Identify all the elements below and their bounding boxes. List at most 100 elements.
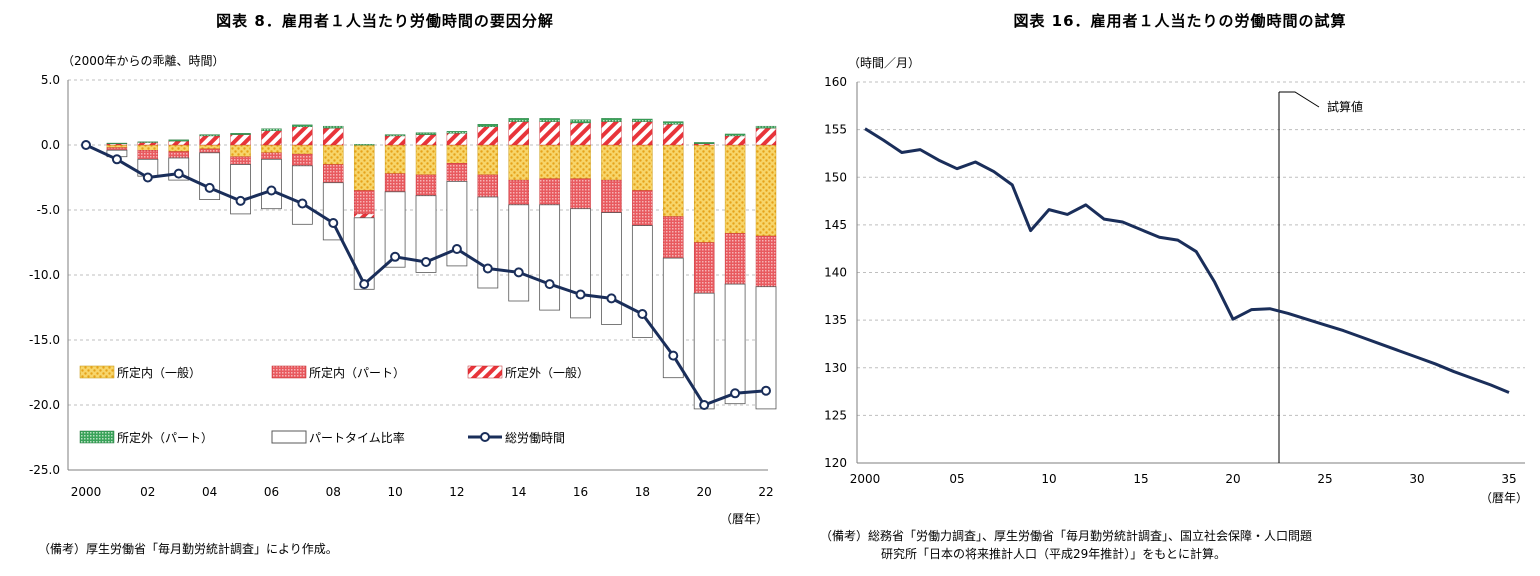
bar-segment-gen-reg	[663, 144, 684, 217]
right-source-note-line1: （備考）総務省「労働力調査」、厚生労働省「毎月勤労統計調査」、国立社会保障・人口…	[820, 528, 1312, 543]
right-chart: 図表 16．雇用者１人当たりの労働時間の試算 （時間／月） 160 155 15…	[820, 12, 1528, 561]
total-hours-point	[668, 350, 679, 361]
right-y-tick: 125	[824, 408, 847, 422]
bar-segment-gen-reg	[724, 144, 746, 234]
left-x-unit: （暦年）	[720, 512, 768, 526]
bar-segment-part-reg	[601, 179, 622, 213]
bar-segment-gen-over	[601, 121, 622, 146]
total-hours-point	[81, 140, 91, 150]
bar-segment-gen-over	[292, 126, 313, 146]
total-hours-point	[111, 154, 122, 165]
total-hours-point	[204, 182, 215, 193]
bar-segment-ratio	[415, 195, 437, 273]
right-x-unit: （暦年）	[1480, 491, 1528, 505]
forecast-callout-leader	[1279, 91, 1320, 108]
bar-segment-part-reg	[292, 153, 313, 167]
bar-segment-part-over	[323, 125, 344, 129]
right-y-tick: 130	[824, 361, 847, 375]
bar-segment-ratio	[755, 286, 777, 410]
total-hours-point	[451, 244, 462, 254]
bar-segment-gen-reg	[632, 144, 653, 191]
bar-segment-part-over	[601, 118, 622, 122]
bar-segment-part-reg	[446, 162, 468, 182]
bar-segment-ratio	[601, 212, 622, 325]
bar-segment-gen-over	[477, 126, 499, 146]
left-x-tick: 18	[635, 485, 650, 499]
left-y-tick: -10.0	[29, 268, 60, 282]
bar-segment-part-reg	[199, 148, 220, 153]
left-x-tick: 20	[697, 485, 712, 499]
left-x-tick: 04	[202, 485, 217, 499]
bar-segment-part-over	[508, 118, 529, 122]
bar-segment-gen-over	[446, 133, 468, 146]
total-hours-point	[359, 279, 370, 290]
bar-segment-ratio	[384, 191, 406, 268]
right-y-tick: 120	[824, 456, 847, 470]
bar-segment-part-over	[199, 134, 220, 137]
left-x-tick: 02	[140, 485, 155, 499]
left-stacked-bars	[106, 118, 777, 410]
bar-segment-part-reg	[663, 216, 684, 259]
bar-segment-part-over	[724, 133, 746, 137]
bar-segment-gen-reg	[755, 144, 777, 237]
left-x-tick: 16	[573, 485, 588, 499]
left-x-tick: 06	[264, 485, 279, 499]
bar-segment-ratio	[291, 165, 313, 225]
bar-segment-gen-over	[230, 134, 251, 146]
right-x-tick: 30	[1409, 472, 1424, 486]
left-legend: 所定内（一般） 所定内（パート） 所定外（一般） 所定外（パート） パートタイム…	[79, 365, 589, 445]
bar-segment-part-over	[477, 123, 499, 127]
bar-segment-gen-reg	[106, 144, 128, 148]
right-x-tick: 15	[1133, 472, 1148, 486]
left-x-tick: 14	[511, 485, 526, 499]
bar-segment-part-reg	[693, 242, 715, 294]
bar-segment-part-reg	[261, 152, 282, 160]
bar-segment-gen-reg	[292, 144, 313, 155]
bar-segment-part-over	[384, 134, 406, 137]
bar-segment-gen-over	[632, 121, 653, 146]
bar-segment-gen-over	[755, 127, 777, 146]
bar-segment-part-over	[693, 142, 715, 144]
total-hours-point	[297, 198, 308, 209]
right-x-tick-labels: 2000 05 10 15 20 25 30 35	[850, 472, 1517, 486]
bar-segment-gen-over	[724, 135, 746, 146]
legend-total: 総労働時間	[505, 431, 565, 445]
legend-ratio: パートタイム比率	[309, 430, 405, 445]
bar-segment-part-over	[168, 139, 189, 142]
bar-segment-part-over	[415, 132, 437, 135]
legend-gen-over: 所定外（一般）	[505, 365, 589, 380]
bar-segment-part-reg	[323, 164, 344, 183]
right-y-tick: 135	[824, 313, 847, 327]
bar-segment-gen-over	[353, 213, 375, 218]
total-hours-point	[730, 388, 741, 399]
bar-segment-part-reg	[137, 149, 159, 160]
right-x-tick: 20	[1225, 472, 1240, 486]
bar-segment-part-reg	[508, 179, 529, 206]
legend-part-reg: 所定内（パート）	[309, 365, 405, 380]
total-hours-point	[235, 195, 246, 206]
bar-segment-part-over	[353, 144, 375, 146]
right-chart-title: 図表 16．雇用者１人当たりの労働時間の試算	[1013, 12, 1346, 30]
bar-segment-ratio	[724, 283, 746, 405]
bar-segment-gen-reg	[384, 144, 406, 174]
bar-segment-part-reg	[384, 173, 406, 193]
bar-segment-part-reg	[724, 233, 746, 285]
bar-segment-part-reg	[632, 190, 653, 226]
total-hours-point	[637, 309, 648, 319]
right-x-tick: 35	[1501, 472, 1516, 486]
bar-segment-gen-reg	[508, 144, 529, 181]
total-hours-point	[421, 257, 431, 267]
bar-segment-part-over	[539, 118, 560, 122]
total-hours-point	[328, 218, 339, 228]
legend-swatch-gen-reg	[79, 365, 115, 379]
bar-segment-part-over	[663, 121, 684, 125]
bar-segment-ratio	[261, 158, 282, 210]
bar-segment-gen-over	[199, 135, 220, 146]
bar-segment-gen-reg	[199, 144, 220, 150]
bar-segment-part-over	[755, 125, 777, 129]
right-x-tick: 2000	[850, 472, 881, 486]
total-hours-point	[482, 263, 493, 274]
left-x-tick-labels: 2000 02 04 06 08 10 12 14 16 18 20 22	[71, 485, 774, 499]
right-y-tick-labels: 160 155 150 145 140 135 130 125 120	[824, 75, 847, 470]
left-y-tick: 0.0	[41, 138, 60, 152]
